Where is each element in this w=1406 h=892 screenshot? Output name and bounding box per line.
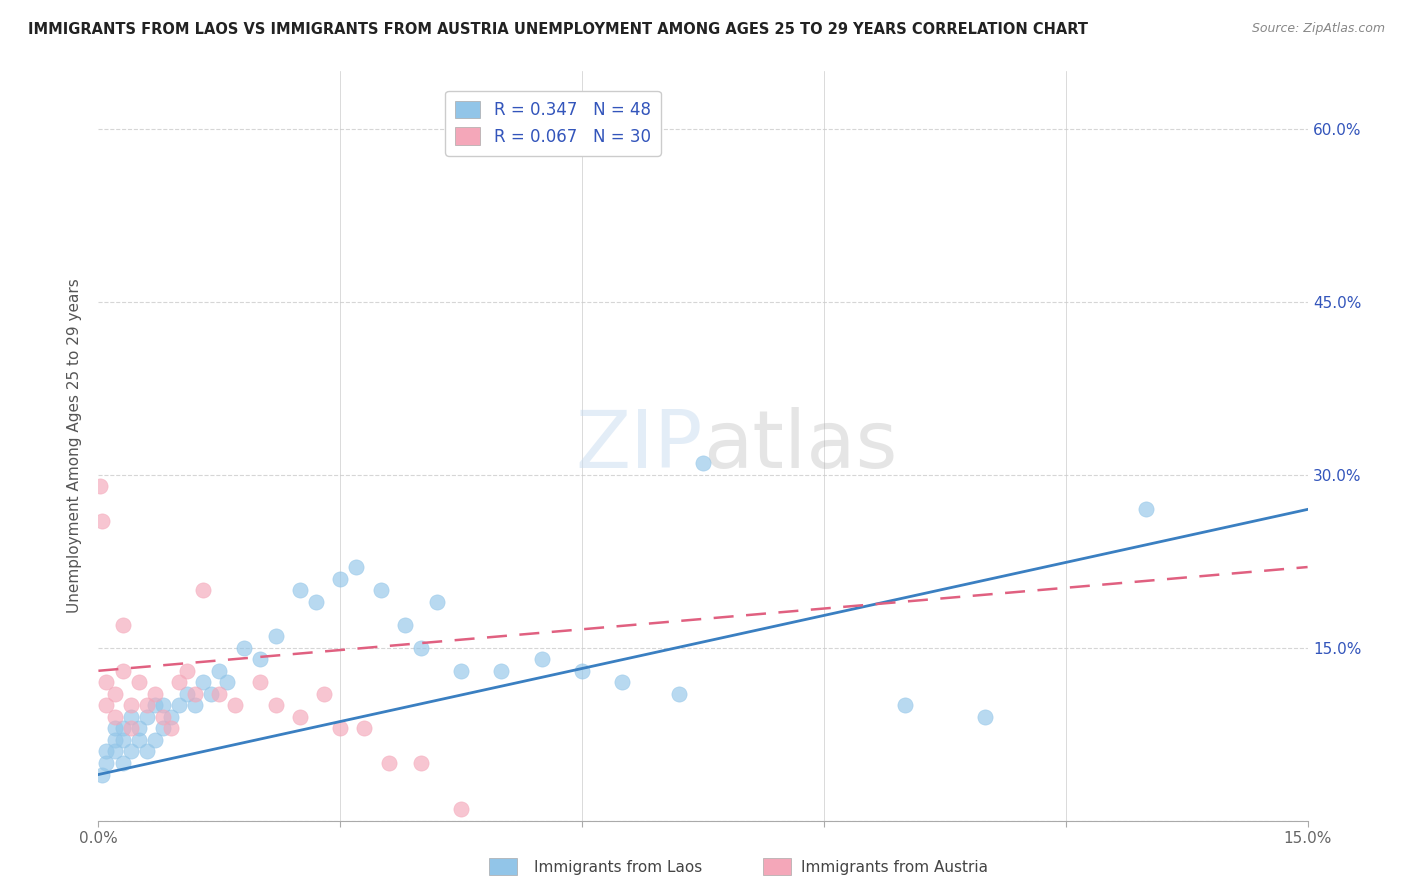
Point xyxy=(111,756,134,770)
Point xyxy=(612,675,634,690)
Point xyxy=(135,698,157,713)
Point xyxy=(426,594,449,608)
Point xyxy=(217,675,239,690)
Legend: R = 0.347   N = 48, R = 0.067   N = 30: R = 0.347 N = 48, R = 0.067 N = 30 xyxy=(446,91,661,155)
Point xyxy=(143,698,166,713)
Point xyxy=(491,664,513,678)
Point xyxy=(103,687,125,701)
Point xyxy=(249,675,271,690)
Point xyxy=(103,722,125,736)
Point xyxy=(288,710,311,724)
Point xyxy=(232,640,254,655)
Point xyxy=(249,652,271,666)
Point xyxy=(409,756,432,770)
Point xyxy=(692,456,714,470)
Point xyxy=(89,479,111,493)
Point xyxy=(264,629,287,643)
Point xyxy=(377,756,399,770)
Point xyxy=(120,722,142,736)
Y-axis label: Unemployment Among Ages 25 to 29 years: Unemployment Among Ages 25 to 29 years xyxy=(67,278,83,614)
Point xyxy=(120,698,142,713)
Point xyxy=(668,687,690,701)
Point xyxy=(143,733,166,747)
Point xyxy=(288,583,311,598)
Point xyxy=(111,722,134,736)
Point xyxy=(160,710,183,724)
Point xyxy=(176,687,198,701)
Point xyxy=(167,675,190,690)
Bar xyxy=(762,858,792,876)
Point xyxy=(96,675,118,690)
Point xyxy=(135,744,157,758)
Point xyxy=(353,722,375,736)
Point xyxy=(128,722,150,736)
Point xyxy=(143,687,166,701)
Point xyxy=(571,664,593,678)
Point xyxy=(96,744,118,758)
Point xyxy=(91,514,114,528)
Point xyxy=(208,664,231,678)
Text: atlas: atlas xyxy=(703,407,897,485)
Point xyxy=(152,710,174,724)
Point xyxy=(329,572,352,586)
Point xyxy=(135,710,157,724)
Point xyxy=(120,744,142,758)
Point xyxy=(103,733,125,747)
Point xyxy=(394,617,416,632)
Point xyxy=(160,722,183,736)
Point xyxy=(200,687,222,701)
Bar xyxy=(489,858,517,876)
Point xyxy=(974,710,997,724)
Point xyxy=(103,744,125,758)
Point xyxy=(893,698,915,713)
Text: Source: ZipAtlas.com: Source: ZipAtlas.com xyxy=(1251,22,1385,36)
Point xyxy=(152,698,174,713)
Point xyxy=(305,594,328,608)
Text: IMMIGRANTS FROM LAOS VS IMMIGRANTS FROM AUSTRIA UNEMPLOYMENT AMONG AGES 25 TO 29: IMMIGRANTS FROM LAOS VS IMMIGRANTS FROM … xyxy=(28,22,1088,37)
Point xyxy=(91,767,114,781)
Point xyxy=(167,698,190,713)
Point xyxy=(193,675,215,690)
Point xyxy=(184,698,207,713)
Text: Immigrants from Austria: Immigrants from Austria xyxy=(801,860,988,874)
Point xyxy=(96,756,118,770)
Text: Immigrants from Laos: Immigrants from Laos xyxy=(534,860,703,874)
Point xyxy=(344,560,367,574)
Point xyxy=(370,583,392,598)
Point xyxy=(103,710,125,724)
Point xyxy=(111,664,134,678)
Point xyxy=(208,687,231,701)
Point xyxy=(264,698,287,713)
Point xyxy=(1135,502,1157,516)
Point xyxy=(329,722,352,736)
Point xyxy=(450,664,472,678)
Text: ZIP: ZIP xyxy=(575,407,703,485)
Point xyxy=(96,698,118,713)
Point xyxy=(152,722,174,736)
Point xyxy=(184,687,207,701)
Point xyxy=(193,583,215,598)
Point xyxy=(128,733,150,747)
Point xyxy=(111,617,134,632)
Point xyxy=(224,698,246,713)
Point xyxy=(409,640,432,655)
Point xyxy=(128,675,150,690)
Point xyxy=(530,652,553,666)
Point xyxy=(120,710,142,724)
Point xyxy=(314,687,336,701)
Point xyxy=(176,664,198,678)
Point xyxy=(450,802,472,816)
Point xyxy=(111,733,134,747)
